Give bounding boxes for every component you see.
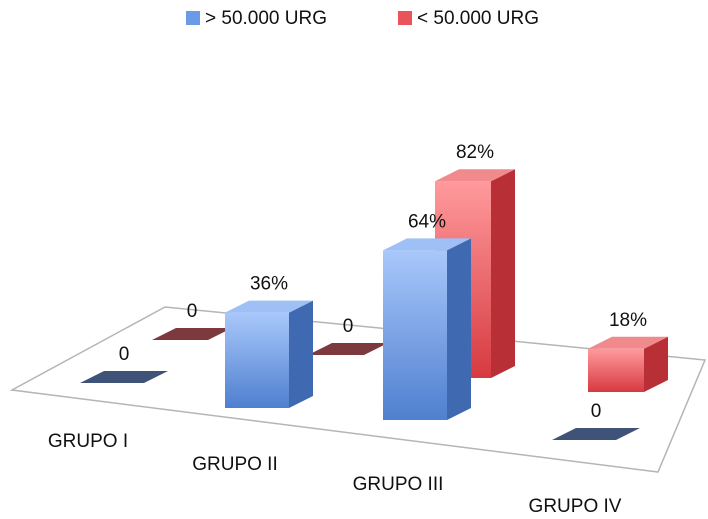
- data-label: 64%: [408, 211, 446, 232]
- category-label: GRUPO III: [353, 474, 444, 495]
- bar-side: [644, 336, 668, 392]
- bar-top: [588, 336, 668, 349]
- bar-top: [152, 328, 232, 340]
- legend-label: < 50.000 URG: [417, 8, 539, 29]
- category-label: GRUPO IV: [529, 496, 622, 517]
- data-label: 0: [343, 316, 354, 337]
- legend-swatch: [398, 11, 412, 25]
- data-label: 36%: [250, 274, 288, 295]
- bar-front: [383, 250, 447, 420]
- data-label: 0: [591, 401, 602, 422]
- bar-side: [491, 169, 515, 378]
- category-label: GRUPO II: [192, 454, 278, 475]
- bar-side: [447, 238, 471, 420]
- legend-swatch: [186, 11, 200, 25]
- bar-side: [289, 300, 313, 408]
- bar-top: [552, 428, 640, 440]
- data-label: 0: [119, 344, 130, 365]
- bar-front: [225, 312, 289, 408]
- data-label: 18%: [609, 310, 647, 331]
- category-label: GRUPO I: [48, 431, 128, 452]
- bar-top: [80, 371, 168, 383]
- bar-front: [588, 348, 644, 392]
- bar-top: [308, 343, 388, 355]
- bar-top: [435, 169, 515, 182]
- bar-top: [225, 300, 313, 313]
- legend-label: > 50.000 URG: [205, 8, 327, 29]
- data-label: 82%: [456, 142, 494, 163]
- floor: [9, 306, 707, 473]
- bar-top: [383, 238, 471, 251]
- data-label: 0: [187, 301, 198, 322]
